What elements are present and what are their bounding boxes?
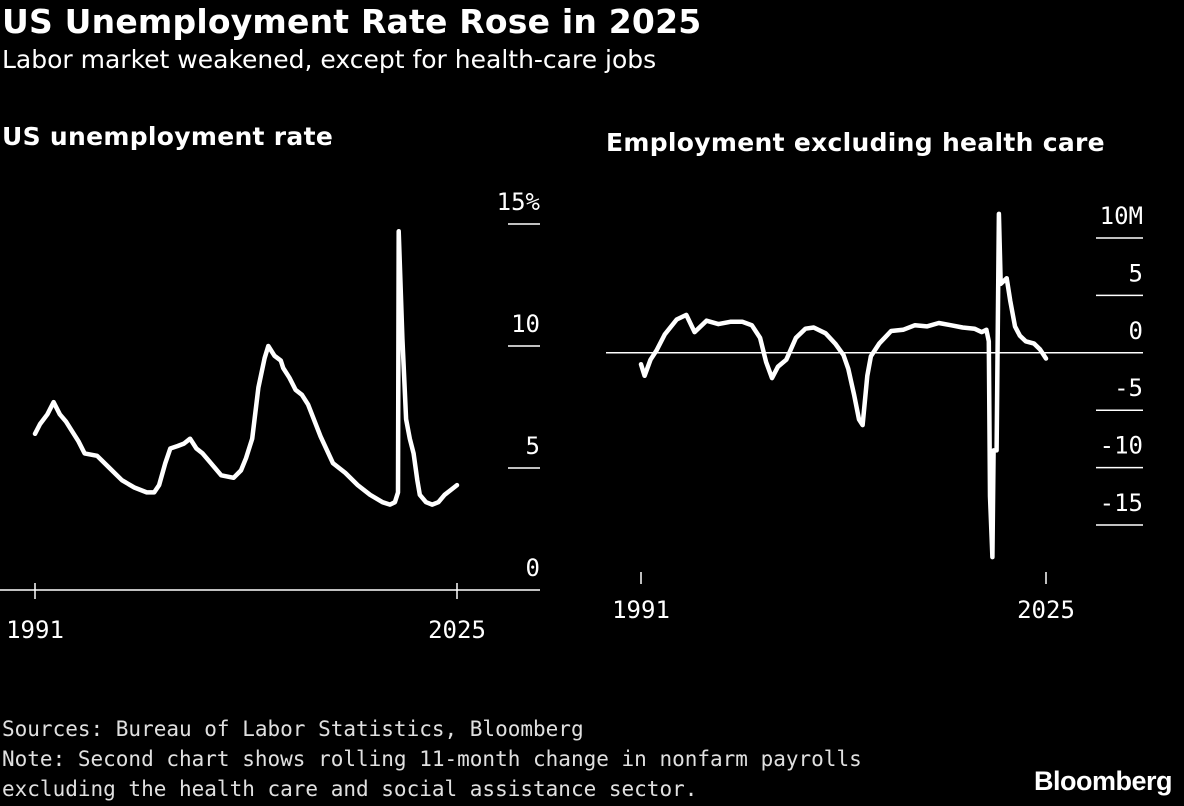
- right-y-tick-label: 5: [1129, 259, 1143, 287]
- right-x-tick-label: 2025: [1017, 596, 1075, 624]
- left-x-tick-label: 2025: [428, 616, 486, 644]
- left-series-line: [32, 229, 460, 507]
- left-chart-title: US unemployment rate: [2, 122, 334, 151]
- left-x-tick-label: 1991: [6, 616, 64, 644]
- chart-title: US Unemployment Rate Rose in 2025: [2, 2, 702, 41]
- chart-subtitle: Labor market weakened, except for health…: [2, 45, 657, 74]
- unemployment-rate-chart: 15% 10 5 0 1991 2025: [0, 188, 541, 644]
- left-y-tick-label: 15%: [497, 188, 541, 216]
- left-y-tick-label: 5: [526, 432, 540, 460]
- bloomberg-logo: Bloomberg: [1033, 766, 1173, 796]
- right-x-tick-label: 1991: [612, 596, 670, 624]
- right-y-tick-label: 10M: [1100, 202, 1143, 230]
- sources-note: Sources: Bureau of Labor Statistics, Blo…: [2, 717, 584, 741]
- right-chart-title: Employment excluding health care: [606, 128, 1105, 157]
- right-series-line: [638, 211, 1049, 560]
- right-y-tick-label: -10: [1100, 432, 1143, 460]
- employment-excl-health-care-chart: 10M 5 0 -5 -10 -15 1991 2025: [606, 202, 1143, 624]
- left-y-tick-label: 10: [511, 310, 540, 338]
- methodology-note-line-1: Note: Second chart shows rolling 11-mont…: [2, 747, 862, 771]
- left-y-tick-label: 0: [526, 554, 540, 582]
- methodology-note-line-2: excluding the health care and social ass…: [2, 777, 698, 801]
- right-y-tick-label: -5: [1114, 374, 1143, 402]
- right-y-tick-label: -15: [1100, 489, 1143, 517]
- right-y-tick-label: 0: [1129, 317, 1143, 345]
